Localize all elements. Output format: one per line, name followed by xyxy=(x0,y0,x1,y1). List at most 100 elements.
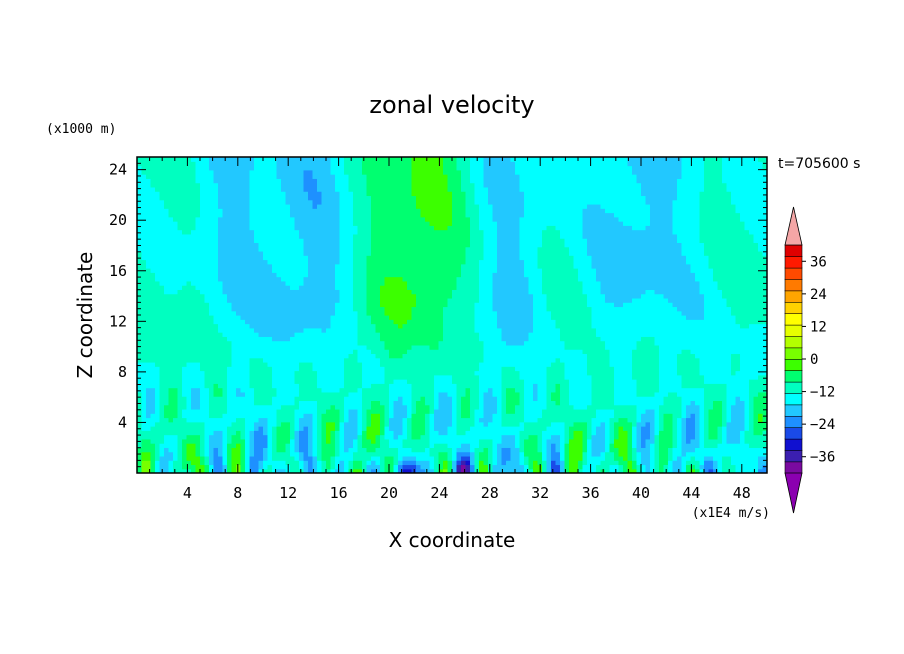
field-cell xyxy=(380,443,386,448)
field-cell xyxy=(348,391,354,397)
field-cell xyxy=(249,238,255,244)
field-cell xyxy=(326,174,332,179)
field-cell xyxy=(303,391,309,397)
field-cell xyxy=(398,366,404,372)
field-cell xyxy=(411,447,417,453)
field-cell xyxy=(155,199,161,205)
field-cell xyxy=(366,293,372,299)
field-cell xyxy=(173,370,179,376)
field-cell xyxy=(168,229,174,235)
field-cell xyxy=(294,268,300,273)
field-cell xyxy=(398,374,404,380)
field-cell xyxy=(137,353,143,359)
field-cell xyxy=(366,306,372,312)
field-cell xyxy=(434,199,440,205)
field-cell xyxy=(272,451,278,457)
field-cell xyxy=(267,455,273,461)
field-cell xyxy=(357,451,363,457)
field-cell xyxy=(429,285,435,290)
field-cell xyxy=(402,387,408,393)
field-cell xyxy=(267,208,273,214)
field-cell xyxy=(416,157,422,162)
field-cell xyxy=(209,468,215,473)
field-cell xyxy=(227,225,233,231)
field-cell xyxy=(285,169,291,175)
field-cell xyxy=(438,319,444,325)
field-cell xyxy=(344,443,350,448)
field-cell xyxy=(362,396,368,402)
field-cell xyxy=(375,361,381,367)
field-cell xyxy=(182,195,188,201)
field-cell xyxy=(420,199,426,205)
field-cell xyxy=(294,242,300,248)
field-cell xyxy=(222,327,228,333)
field-cell xyxy=(371,263,377,269)
field-cell xyxy=(362,186,368,192)
field-cell xyxy=(213,233,219,239)
field-cell xyxy=(164,413,170,419)
field-cell xyxy=(398,408,404,414)
field-cell xyxy=(141,199,147,205)
field-cell xyxy=(150,229,156,235)
field-cell xyxy=(438,349,444,355)
field-cell xyxy=(146,426,152,431)
field-cell xyxy=(191,421,197,427)
field-cell xyxy=(371,391,377,397)
field-cell xyxy=(330,259,336,265)
field-cell xyxy=(411,263,417,269)
field-cell xyxy=(371,408,377,414)
field-cell xyxy=(321,216,327,222)
field-cell xyxy=(285,443,291,448)
field-cell xyxy=(371,293,377,299)
field-cell xyxy=(272,370,278,376)
field-cell xyxy=(204,221,210,226)
field-cell xyxy=(231,353,237,359)
field-cell xyxy=(267,387,273,393)
field-cell xyxy=(236,203,242,209)
field-cell xyxy=(434,280,440,286)
field-cell xyxy=(164,323,170,329)
field-cell xyxy=(389,212,395,218)
field-cell xyxy=(344,161,350,167)
field-cell xyxy=(281,165,287,171)
field-cell xyxy=(141,323,147,329)
field-cell xyxy=(429,319,435,325)
field-cell xyxy=(321,225,327,231)
field-cell xyxy=(285,336,291,342)
field-cell xyxy=(321,221,327,226)
field-cell xyxy=(371,310,377,316)
field-cell xyxy=(267,203,273,209)
field-cell xyxy=(321,268,327,273)
field-cell xyxy=(434,289,440,295)
field-cell xyxy=(402,426,408,431)
field-cell xyxy=(299,349,305,355)
field-cell xyxy=(290,421,296,427)
field-cell xyxy=(371,216,377,222)
field-cell xyxy=(258,250,264,256)
field-cell xyxy=(371,259,377,265)
field-cell xyxy=(393,426,399,431)
field-cell xyxy=(141,451,147,457)
field-cell xyxy=(411,293,417,299)
field-cell xyxy=(204,353,210,359)
field-cell xyxy=(258,404,264,410)
field-cell xyxy=(434,426,440,431)
field-cell xyxy=(384,370,390,376)
field-cell xyxy=(420,353,426,359)
field-cell xyxy=(231,195,237,201)
field-cell xyxy=(258,464,264,470)
field-cell xyxy=(150,169,156,175)
field-cell xyxy=(344,353,350,359)
field-cell xyxy=(285,233,291,239)
field-cell xyxy=(294,221,300,226)
field-cell xyxy=(344,259,350,265)
field-cell xyxy=(398,396,404,402)
field-cell xyxy=(236,421,242,427)
field-cell xyxy=(209,259,215,265)
field-cell xyxy=(353,157,359,162)
field-cell xyxy=(150,430,156,436)
field-cell xyxy=(375,383,381,389)
field-cell xyxy=(312,349,318,355)
field-cell xyxy=(276,396,282,402)
field-cell xyxy=(285,182,291,188)
